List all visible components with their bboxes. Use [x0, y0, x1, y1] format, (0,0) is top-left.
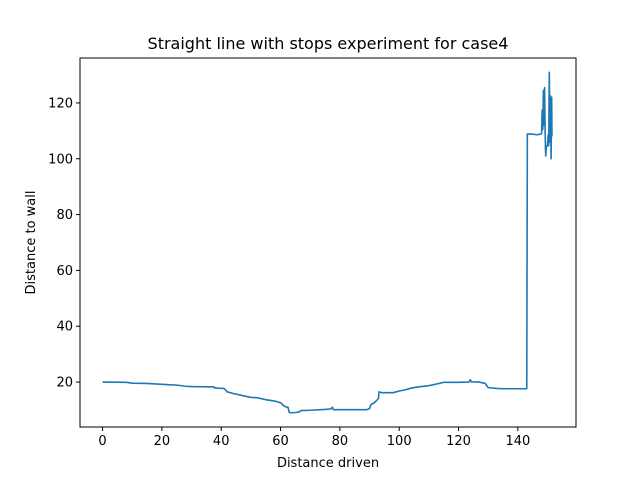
chart-title: Straight line with stops experiment for …: [148, 34, 509, 53]
x-tick-label: 100: [387, 434, 412, 449]
x-axis-label: Distance driven: [277, 456, 379, 471]
x-tick-label: 20: [154, 434, 171, 449]
x-tick-label: 0: [98, 434, 106, 449]
y-tick-label: 100: [48, 152, 73, 167]
y-tick-label: 60: [56, 264, 73, 279]
y-axis-label: Distance to wall: [24, 191, 39, 295]
plot-frame: [79, 57, 577, 428]
x-tick-label: 80: [332, 434, 349, 449]
y-tick-label: 80: [56, 208, 73, 223]
y-tick-label: 20: [56, 376, 73, 391]
x-tick-label: 60: [272, 434, 289, 449]
series-line: [102, 71, 553, 414]
x-tick-label: 120: [446, 434, 471, 449]
axis-ticks: 0 20 40 60 80 100 120 140 20 40 60 80 100 120: [48, 96, 530, 449]
x-tick-label: 140: [505, 434, 530, 449]
y-tick-label: 40: [56, 320, 73, 335]
y-tick-label: 120: [48, 96, 73, 111]
plot-area: [102, 71, 553, 414]
x-tick-label: 40: [213, 434, 230, 449]
